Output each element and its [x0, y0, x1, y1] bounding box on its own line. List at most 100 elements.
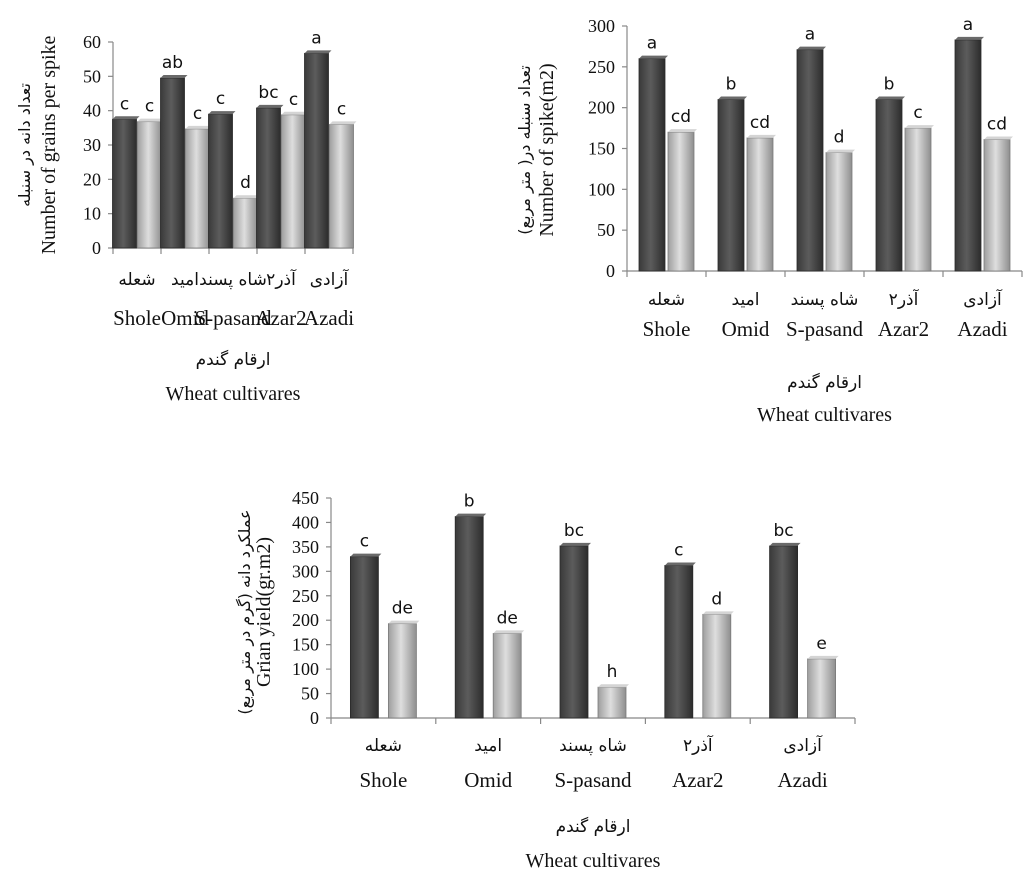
- bar-top-cap: [702, 611, 734, 615]
- bar-top-cap: [493, 630, 525, 634]
- bar-top-cap: [256, 104, 284, 108]
- x-tick-label: Shole: [113, 306, 161, 330]
- x-axis-title-fa: ارقام گندم: [556, 816, 631, 837]
- bar-top-cap: [718, 96, 747, 100]
- bar-series2: [329, 124, 354, 249]
- chart-grain-yield: 050100150200250300350400450cdeشعلهSholeb…: [235, 488, 856, 872]
- y-tick-label: 20: [83, 169, 101, 189]
- significance-letter: a: [805, 25, 815, 45]
- x-tick-label: Omid: [464, 768, 512, 792]
- bar-series2: [281, 114, 306, 249]
- x-tick-label: Azadi: [304, 306, 354, 330]
- y-tick-label: 10: [83, 204, 101, 224]
- significance-letter: cd: [987, 115, 1007, 135]
- y-tick-label: 450: [292, 488, 319, 508]
- significance-letter: b: [464, 492, 475, 512]
- y-tick-label: 150: [292, 635, 319, 655]
- significance-letter: d: [834, 128, 845, 148]
- significance-letter: bc: [564, 521, 584, 541]
- bar-series2: [825, 152, 853, 272]
- x-axis-title-fa: ارقام گندم: [196, 349, 271, 370]
- bar-series2: [387, 623, 417, 719]
- y-tick-label: 0: [92, 238, 101, 258]
- x-axis-title: Wheat cultivares: [757, 404, 892, 426]
- x-tick-label-fa: شعله: [365, 736, 402, 756]
- bar-series1: [954, 39, 982, 272]
- y-axis-title: Number of spike(m2): [536, 63, 558, 236]
- y-tick-label: 250: [292, 586, 319, 606]
- significance-letter: c: [120, 94, 129, 114]
- bar-series1: [112, 118, 137, 249]
- significance-letter: c: [674, 540, 683, 560]
- x-axis-title: Wheat cultivares: [526, 850, 661, 872]
- bar-series2: [492, 633, 522, 719]
- significance-letter: c: [145, 97, 154, 117]
- significance-letter: c: [913, 103, 922, 123]
- significance-letter: bc: [774, 521, 794, 541]
- bar-series1: [664, 565, 694, 719]
- x-tick-label: S-pasand: [555, 768, 632, 792]
- bar-top-cap: [304, 50, 332, 54]
- significance-letter: c: [193, 104, 202, 124]
- significance-letter: b: [884, 75, 895, 95]
- y-axis-title-fa: تعداد سنبله در( متر مربع): [515, 65, 535, 234]
- significance-letter: cd: [750, 113, 770, 133]
- bar-series1: [559, 545, 589, 719]
- y-tick-label: 200: [292, 610, 319, 630]
- x-tick-label: Azar2: [878, 317, 929, 341]
- bar-series2: [983, 139, 1011, 272]
- bar-series1: [208, 113, 233, 249]
- bar-series1: [160, 77, 185, 249]
- significance-letter: cd: [671, 107, 691, 127]
- x-tick-label-fa: آذر۲: [266, 268, 297, 290]
- y-tick-label: 50: [597, 220, 615, 240]
- x-tick-label-fa: آزادی: [783, 734, 823, 756]
- significance-letter: de: [392, 599, 413, 619]
- x-tick-label-fa: امید: [474, 736, 502, 756]
- x-tick-label-fa: شاه پسند: [559, 736, 627, 756]
- bar-series1: [256, 107, 281, 249]
- bar-top-cap: [560, 542, 591, 546]
- x-tick-label: Shole: [643, 317, 691, 341]
- bar-top-cap: [797, 46, 826, 50]
- bar-series2: [807, 658, 836, 719]
- bar-series2: [137, 121, 162, 249]
- bar-top-cap: [137, 118, 165, 122]
- bar-series1: [796, 49, 824, 272]
- y-tick-label: 50: [83, 66, 101, 86]
- y-axis-title-fa: تعداد دانه در سنبله: [15, 83, 35, 207]
- bar-series2: [233, 197, 258, 249]
- bar-top-cap: [388, 620, 420, 624]
- bar-top-cap: [747, 134, 776, 138]
- x-tick-label: Azadi: [957, 317, 1007, 341]
- x-tick-label: Azar2: [672, 768, 723, 792]
- significance-letter: h: [607, 662, 618, 682]
- x-tick-label-fa: آزادی: [310, 268, 350, 290]
- significance-letter: c: [216, 89, 225, 109]
- bar-top-cap: [281, 111, 309, 115]
- bar-series2: [597, 686, 627, 719]
- bar-top-cap: [826, 149, 855, 153]
- significance-letter: c: [360, 532, 369, 552]
- y-tick-label: 300: [588, 16, 615, 36]
- x-tick-label: Azar2: [255, 306, 306, 330]
- x-tick-label-fa: آزادی: [963, 288, 1003, 310]
- bar-series1: [349, 556, 379, 719]
- x-tick-label-fa: امید: [732, 290, 760, 310]
- y-tick-label: 150: [588, 139, 615, 159]
- y-tick-label: 300: [292, 561, 319, 581]
- significance-letter: c: [289, 90, 298, 110]
- bar-top-cap: [769, 542, 801, 546]
- x-tick-label-fa: آذر۲: [889, 288, 920, 310]
- significance-letter: e: [816, 634, 826, 654]
- bar-series1: [875, 99, 903, 272]
- y-tick-label: 60: [83, 32, 101, 52]
- bar-series1: [638, 58, 666, 272]
- bar-top-cap: [668, 129, 697, 133]
- y-tick-label: 0: [310, 708, 319, 728]
- bar-series2: [702, 613, 732, 719]
- bar-top-cap: [329, 121, 357, 125]
- y-tick-label: 50: [301, 684, 319, 704]
- significance-letter: a: [311, 28, 321, 48]
